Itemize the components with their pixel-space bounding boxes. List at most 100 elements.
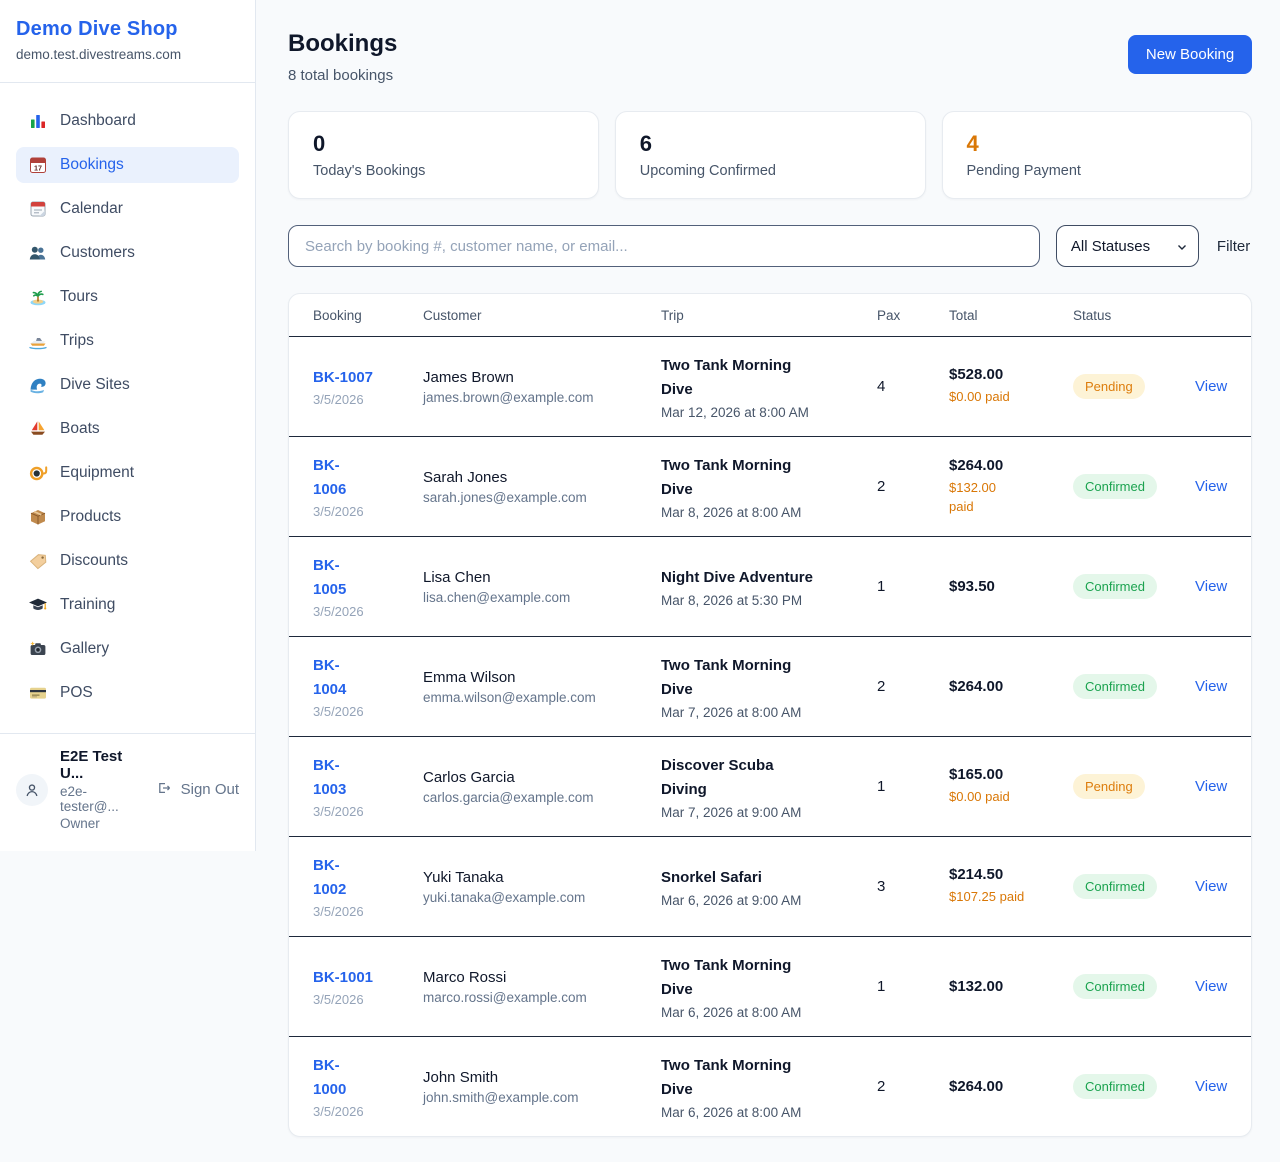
column-header-booking: Booking [313,307,362,323]
sidebar-item-training[interactable]: Training [16,587,239,623]
customer-cell: John Smith john.smith@example.com [423,1069,661,1105]
booking-id-link[interactable]: BK-1007 [313,368,374,386]
sidebar-item-calendar[interactable]: Calendar [16,191,239,227]
view-link[interactable]: View [1195,977,1228,995]
booking-id-link[interactable]: BK- 1006 [313,457,347,498]
sidebar-item-bookings[interactable]: 17 Bookings [16,147,239,183]
booking-id-link[interactable]: BK- 1000 [313,1057,347,1098]
table-row: BK- 1005 3/5/2026 Lisa Chen lisa.chen@ex… [289,536,1252,636]
total-amount: $264.00 [949,1078,1004,1095]
table-body: BK-1007 3/5/2026 James Brown james.brown… [289,336,1252,1136]
action-cell: View [1195,578,1227,596]
diving-mask-icon [28,463,48,483]
sidebar-item-tours[interactable]: Tours [16,279,239,315]
booking-id-link[interactable]: BK- 1002 [313,857,347,898]
total-amount: $264.00 [949,456,1004,474]
page-header-text: Bookings 8 total bookings [288,30,397,84]
trip-cell: Discover Scuba Diving Mar 7, 2026 at 9:0… [661,754,877,820]
search-input[interactable] [288,225,1040,267]
trip-datetime: Mar 6, 2026 at 9:00 AM [661,892,802,908]
sailboat-icon [28,419,48,439]
booking-date: 3/5/2026 [313,992,364,1008]
pax-cell: 2 [877,1078,886,1095]
sidebar-item-equipment[interactable]: Equipment [16,455,239,491]
customer-email: yuki.tanaka@example.com [423,889,586,905]
customer-email: emma.wilson@example.com [423,689,596,705]
sidebar-item-discounts[interactable]: Discounts [16,543,239,579]
sidebar-item-label: Bookings [60,156,124,173]
status-badge: Pending [1073,774,1145,799]
pax-cell: 2 [877,678,886,695]
stat-value: 4 [966,131,979,156]
trip-cell: Snorkel Safari Mar 6, 2026 at 9:00 AM [661,866,877,908]
view-link[interactable]: View [1195,777,1228,795]
action-cell: View [1195,778,1227,796]
customer-cell: Carlos Garcia carlos.garcia@example.com [423,769,661,805]
trip-cell: Two Tank Morning Dive Mar 6, 2026 at 8:0… [661,954,877,1020]
booking-id-link[interactable]: BK-1001 [313,968,374,986]
view-link[interactable]: View [1195,377,1228,395]
view-link[interactable]: View [1195,477,1228,495]
status-cell: Confirmed [1073,874,1195,899]
view-link[interactable]: View [1195,677,1228,695]
customer-name: Carlos Garcia [423,768,515,786]
booking-date: 3/5/2026 [313,603,364,619]
sidebar-item-label: Boats [60,420,100,437]
status-select[interactable]: All Statuses [1055,225,1199,267]
pax-cell: 1 [877,978,886,995]
view-link[interactable]: View [1195,1077,1228,1095]
booking-cell: BK- 1002 3/5/2026 [313,854,423,919]
table-row: BK- 1000 3/5/2026 John Smith john.smith@… [289,1036,1252,1136]
new-booking-button[interactable]: New Booking [1127,35,1253,74]
action-cell: View [1195,978,1227,996]
customer-cell: Yuki Tanaka yuki.tanaka@example.com [423,869,661,905]
booking-id-link[interactable]: BK- 1004 [313,657,347,698]
sign-out-button[interactable]: Sign Out [155,780,239,800]
graduation-cap-icon [28,595,48,615]
sidebar-item-dive-sites[interactable]: Dive Sites [16,367,239,403]
customer-email: john.smith@example.com [423,1089,579,1105]
page-subtitle: 8 total bookings [288,67,394,84]
customer-name: Marco Rossi [423,968,507,986]
table-row: BK-1007 3/5/2026 James Brown james.brown… [289,336,1252,436]
trip-cell: Night Dive Adventure Mar 8, 2026 at 5:30… [661,566,877,608]
column-header-pax: Pax [877,307,901,323]
status-cell: Confirmed [1073,974,1195,999]
sidebar: Demo Dive Shop demo.test.divestreams.com… [0,0,256,851]
sidebar-item-trips[interactable]: Trips [16,323,239,359]
booking-date: 3/5/2026 [313,803,364,819]
view-link[interactable]: View [1195,577,1228,595]
view-link[interactable]: View [1195,877,1228,895]
sidebar-item-boats[interactable]: Boats [16,411,239,447]
sign-out-label: Sign Out [180,781,239,798]
booking-id-link[interactable]: BK- 1005 [313,557,347,598]
booking-cell: BK- 1000 3/5/2026 [313,1054,423,1119]
booking-date: 3/5/2026 [313,392,364,408]
total-cell: $132.00 [949,978,1073,995]
sidebar-item-customers[interactable]: Customers [16,235,239,271]
booking-id-link[interactable]: BK- 1003 [313,757,347,798]
person-icon [26,783,38,796]
pax-cell: 1 [877,578,886,595]
trip-cell: Two Tank Morning Dive Mar 7, 2026 at 8:0… [661,654,877,720]
booking-date: 3/5/2026 [313,503,364,519]
table-row: BK- 1003 3/5/2026 Carlos Garcia carlos.g… [289,736,1252,836]
filter-button[interactable]: Filter [1216,237,1251,255]
sidebar-item-dashboard[interactable]: Dashboard [16,103,239,139]
column-header-status: Status [1073,307,1112,323]
sidebar-item-pos[interactable]: POS [16,675,239,711]
sidebar-item-products[interactable]: Products [16,499,239,535]
status-badge: Confirmed [1073,674,1157,699]
sidebar-item-gallery[interactable]: Gallery [16,631,239,667]
stat-label: Pending Payment [966,163,1081,179]
sign-out-icon [155,780,175,800]
filter-row: All Statuses Filter [288,225,1252,267]
brand-title: Demo Dive Shop [16,18,178,40]
customer-name: James Brown [423,368,514,386]
sidebar-item-label: Tours [60,288,98,305]
brand-block: Demo Dive Shop demo.test.divestreams.com [0,0,255,83]
trip-datetime: Mar 12, 2026 at 8:00 AM [661,404,809,420]
paid-amount: $107.25 paid [949,889,1025,905]
trip-name: Night Dive Adventure [661,568,813,586]
sidebar-item-label: Calendar [60,200,123,217]
